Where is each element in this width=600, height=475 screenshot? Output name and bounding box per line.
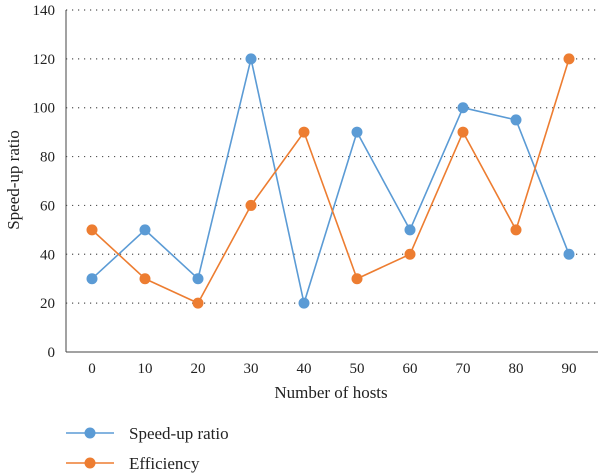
y-tick-label-5: 100 <box>33 101 56 117</box>
data-point-s0-7 <box>457 102 469 114</box>
legend-item-1: Efficiency <box>66 454 200 473</box>
data-point-s0-9 <box>563 248 575 260</box>
data-point-s0-4 <box>298 297 310 309</box>
y-axis-title: Speed-up ratio <box>4 130 23 230</box>
y-tick-labels: 0 20 40 60 80 100 120 140 <box>33 3 56 361</box>
x-tick-label-8: 80 <box>509 361 524 377</box>
data-point-s1-7 <box>457 126 469 138</box>
x-tick-label-4: 40 <box>297 361 312 377</box>
data-point-s0-1 <box>139 224 151 236</box>
data-point-s1-3 <box>245 199 257 211</box>
legend-label-1: Efficiency <box>129 454 200 473</box>
x-tick-label-9: 90 <box>562 361 577 377</box>
x-tick-label-2: 20 <box>191 361 206 377</box>
data-point-s0-2 <box>192 273 204 285</box>
data-point-s1-2 <box>192 297 204 309</box>
x-tick-label-7: 70 <box>456 361 471 377</box>
legend: Speed-up ratio Efficiency <box>66 424 229 473</box>
x-axis-title: Number of hosts <box>274 383 387 402</box>
gridlines <box>66 9 598 304</box>
data-point-s1-6 <box>404 248 416 260</box>
data-point-s0-3 <box>245 53 257 65</box>
x-tick-label-6: 60 <box>403 361 418 377</box>
series-line-1 <box>91 58 570 304</box>
data-point-s1-8 <box>510 224 522 236</box>
series-1 <box>86 53 575 309</box>
data-point-s0-8 <box>510 114 522 126</box>
series-line-0 <box>91 58 570 304</box>
y-tick-label-2: 40 <box>40 247 55 263</box>
data-point-s0-5 <box>351 126 363 138</box>
x-tick-label-5: 50 <box>350 361 365 377</box>
y-tick-label-1: 20 <box>40 296 55 312</box>
y-tick-label-3: 60 <box>40 198 55 214</box>
data-point-s1-4 <box>298 126 310 138</box>
x-tick-label-0: 0 <box>88 361 96 377</box>
legend-item-0: Speed-up ratio <box>66 424 229 443</box>
data-point-s0-0 <box>86 273 98 285</box>
y-tick-label-7: 140 <box>33 3 56 19</box>
data-point-s0-6 <box>404 224 416 236</box>
legend-marker-1 <box>84 457 96 469</box>
y-tick-label-4: 80 <box>40 150 55 166</box>
x-tick-label-3: 30 <box>244 361 259 377</box>
x-tick-labels: 0 10 20 30 40 50 60 70 80 90 <box>88 361 576 377</box>
data-point-s1-5 <box>351 273 363 285</box>
y-tick-label-6: 120 <box>33 52 56 68</box>
axes <box>65 10 598 353</box>
data-point-s1-0 <box>86 224 98 236</box>
legend-marker-0 <box>84 427 96 439</box>
y-tick-label-0: 0 <box>48 345 56 361</box>
x-tick-label-1: 10 <box>138 361 153 377</box>
data-point-s1-1 <box>139 273 151 285</box>
data-series <box>86 53 575 309</box>
data-point-s1-9 <box>563 53 575 65</box>
series-0 <box>86 53 575 309</box>
legend-label-0: Speed-up ratio <box>129 424 229 443</box>
